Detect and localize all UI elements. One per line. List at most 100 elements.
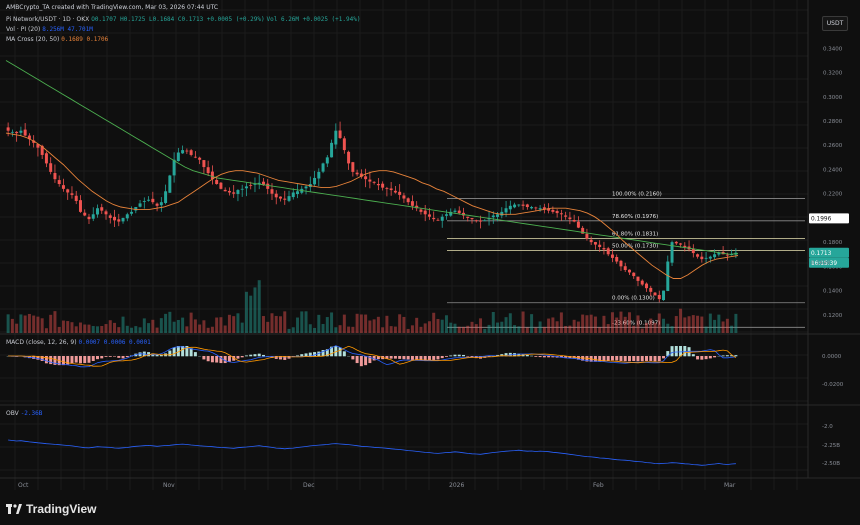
candle-body: [679, 243, 683, 245]
candle-body: [564, 215, 568, 217]
candle-body: [555, 211, 559, 214]
ma-fast-line: [5, 132, 739, 279]
macd-histogram-bar: [517, 353, 521, 357]
macd-histogram-bar: [355, 356, 359, 364]
x-tick-label: 2026: [449, 482, 464, 489]
candle-body: [649, 287, 653, 292]
volume-bar: [40, 318, 44, 333]
macd-histogram-bar: [453, 354, 457, 357]
candle-body: [206, 167, 210, 174]
macd-histogram-bar: [415, 356, 419, 361]
volume-bar: [462, 326, 465, 333]
candle-body: [104, 211, 108, 215]
candle-body: [576, 221, 580, 228]
volume-bar: [606, 324, 610, 333]
tradingview-logo[interactable]: TradingView: [6, 500, 96, 518]
candle-body: [244, 186, 248, 189]
macd-histogram-bar: [147, 352, 151, 357]
volume-bar: [138, 327, 142, 333]
candle-body: [359, 173, 363, 177]
macd-histogram-bar: [53, 356, 57, 365]
macd-histogram-bar: [176, 346, 180, 357]
volume-bar: [266, 321, 270, 333]
volume-bar: [130, 327, 134, 333]
candle-body: [436, 219, 440, 221]
candle-body: [559, 213, 563, 215]
x-tick-label: Mar: [724, 482, 736, 489]
volume-bar: [687, 316, 691, 333]
macd-pane: [6, 345, 738, 368]
volume-bar: [517, 326, 521, 333]
candle-body: [185, 150, 189, 152]
obv-line: [8, 439, 736, 466]
macd-histogram-bar: [525, 354, 529, 357]
candle-body: [432, 217, 436, 220]
macd-histogram-bar: [304, 353, 308, 357]
macd-legend[interactable]: MACD (close, 12, 26, 9) 0.0007 0.0006 0.…: [6, 339, 151, 346]
candle-body: [444, 214, 448, 216]
volume-bar: [547, 318, 551, 333]
macd-histogram-bar: [530, 355, 534, 357]
volume-bar: [615, 317, 619, 333]
volume-bar: [555, 321, 559, 333]
volume-bar: [700, 316, 704, 333]
volume-bar: [304, 311, 308, 333]
currency-button[interactable]: USDT: [822, 16, 848, 31]
vol-pi-values: 8.256M 47.701M: [42, 26, 93, 33]
volume-bar: [444, 315, 448, 333]
y-tick-label: 0.3400: [823, 46, 843, 52]
candle-body: [108, 215, 112, 218]
candle-body: [261, 181, 265, 186]
macd-histogram-bar: [713, 356, 717, 358]
vol-pi-legend[interactable]: Vol · PI (20) 8.256M 47.701M: [6, 26, 93, 33]
candle-body: [572, 219, 576, 222]
candle-body: [117, 219, 121, 222]
volume-bar: [342, 314, 346, 333]
candle-body: [19, 130, 23, 133]
volume-bar: [78, 322, 82, 333]
candle-body: [253, 184, 257, 185]
candle-body: [164, 191, 168, 204]
volume-bar: [627, 312, 631, 333]
macd-histogram-bar: [376, 356, 380, 360]
volume-bar: [381, 327, 385, 333]
candle-body: [15, 131, 19, 134]
symbol-name[interactable]: Pi Network/USDT · 1D · OKX: [6, 16, 90, 23]
candle-body: [619, 260, 623, 267]
candle-body: [257, 182, 261, 184]
volume-bar: [338, 325, 342, 333]
candle-body: [725, 254, 729, 256]
macd-histogram-bar: [627, 356, 631, 362]
macd-histogram-bar: [385, 356, 389, 359]
macd-histogram-bar: [210, 356, 214, 363]
volume-bar: [249, 295, 253, 333]
macd-histogram-bar: [351, 356, 355, 360]
volume-bar: [653, 322, 657, 333]
candle-body: [491, 215, 495, 218]
volume-bar: [61, 320, 65, 333]
volume-bar: [721, 321, 725, 333]
volume-bar: [6, 314, 10, 333]
volume-bar: [202, 320, 206, 333]
obv-legend[interactable]: OBV -2.36B: [6, 410, 42, 417]
volume-bar: [189, 312, 193, 333]
candle-body: [172, 159, 176, 176]
symbol-line[interactable]: Pi Network/USDT · 1D · OKX O0.1707 H0.17…: [6, 16, 360, 23]
volume-bar: [730, 325, 734, 333]
candle-body: [393, 190, 397, 193]
macd-histogram-bar: [504, 353, 508, 357]
fib-level-label: -23.60% (0.1097): [612, 320, 660, 326]
candle-body: [155, 203, 159, 206]
macd-histogram-bar: [670, 346, 674, 357]
volume-bar: [215, 317, 219, 333]
volume-bar: [227, 314, 231, 333]
candle-body: [598, 244, 602, 247]
candle-body: [700, 256, 704, 260]
candle-body: [313, 177, 317, 185]
ma-cross-legend[interactable]: MA Cross (20, 50) 0.1689 0.1706: [6, 36, 108, 43]
volume-bar: [649, 318, 653, 333]
volume-bar: [636, 315, 640, 333]
candle-body: [215, 179, 219, 185]
volume-bar: [542, 326, 546, 333]
